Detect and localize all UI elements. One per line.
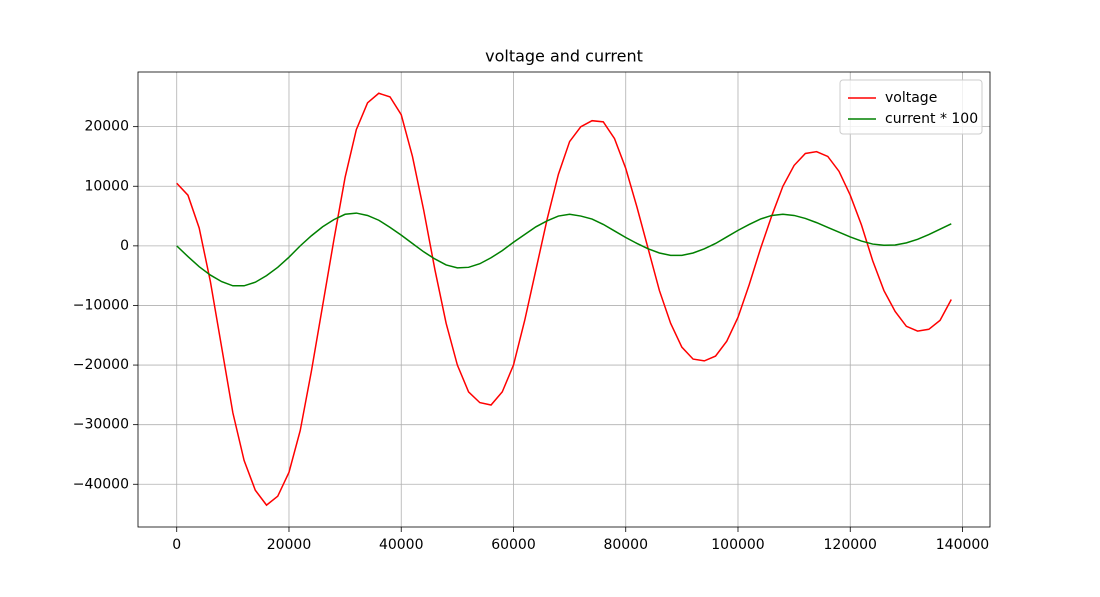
y-tick-label: 20000 <box>84 119 129 135</box>
y-tick-label: −40000 <box>73 476 129 492</box>
x-tick-label: 140000 <box>936 537 989 553</box>
x-tick-label: 20000 <box>267 537 312 553</box>
y-tick-label: −30000 <box>73 417 129 433</box>
x-tick-label: 120000 <box>824 537 877 553</box>
x-tick-label: 60000 <box>491 537 536 553</box>
legend-box <box>839 79 983 135</box>
series-line <box>176 212 952 287</box>
chart-title: voltage and current <box>485 47 643 66</box>
y-tick-label: 10000 <box>84 178 129 194</box>
legend-label: current * 100 <box>885 111 978 127</box>
legend-label: voltage <box>885 90 937 106</box>
y-tick-label: −20000 <box>73 357 129 373</box>
x-tick-label: 0 <box>172 537 181 553</box>
plot-frame <box>137 71 991 528</box>
x-tick-label: 100000 <box>711 537 764 553</box>
series-line <box>176 92 952 507</box>
y-tick-label: −10000 <box>73 297 129 313</box>
x-tick-label: 40000 <box>379 537 424 553</box>
x-tick-label: 80000 <box>603 537 648 553</box>
y-tick-label: 0 <box>120 238 129 254</box>
plot-area <box>176 92 952 507</box>
